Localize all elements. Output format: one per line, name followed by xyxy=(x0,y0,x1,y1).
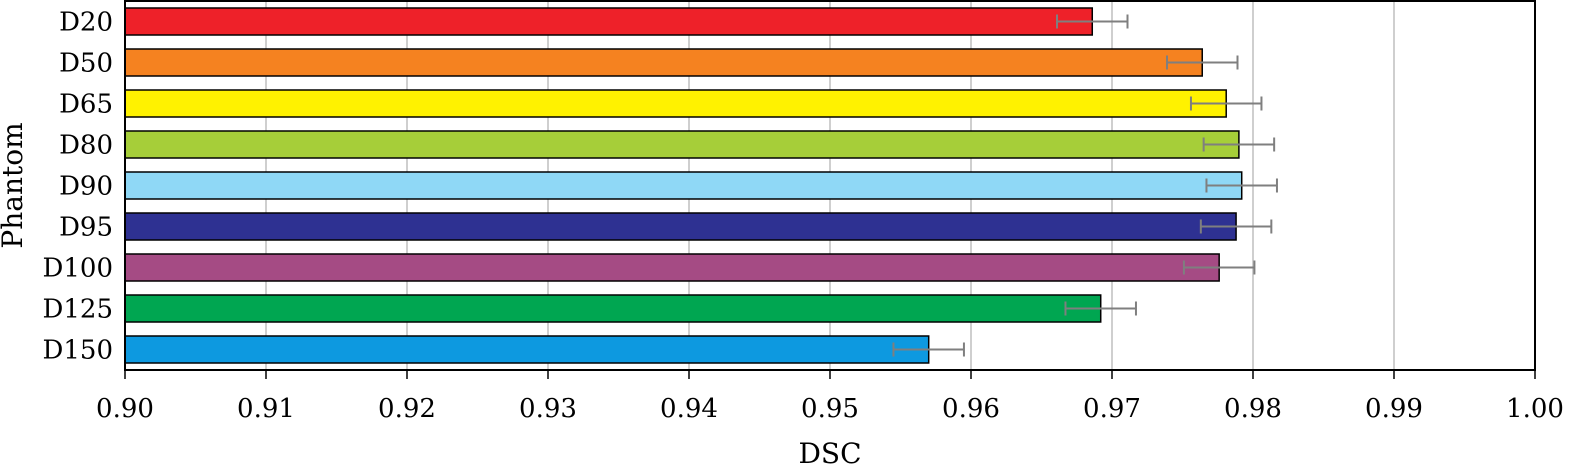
category-label-d95: D95 xyxy=(59,213,113,243)
x-tick-label: 0.92 xyxy=(378,394,436,424)
category-label-d65: D65 xyxy=(59,90,113,120)
x-tick-label: 1.00 xyxy=(1506,394,1564,424)
category-label-d125: D125 xyxy=(43,295,113,325)
x-tick-label: 0.94 xyxy=(660,394,718,424)
category-label-d20: D20 xyxy=(59,8,113,38)
bar-d50 xyxy=(124,48,1203,77)
bar-d90 xyxy=(124,171,1243,200)
x-tick-label: 0.99 xyxy=(1365,394,1423,424)
x-tick-label: 0.93 xyxy=(519,394,577,424)
category-label-d50: D50 xyxy=(59,49,113,79)
x-tick-label: 0.97 xyxy=(1083,394,1141,424)
category-label-d150: D150 xyxy=(43,336,113,366)
bar-d150 xyxy=(124,335,930,364)
error-bar-d95 xyxy=(1199,219,1273,234)
bar-d80 xyxy=(124,130,1240,159)
y-axis-title: Phantom xyxy=(0,122,29,248)
bar-d100 xyxy=(124,253,1220,282)
x-tick-label: 0.96 xyxy=(942,394,1000,424)
category-label-d90: D90 xyxy=(59,172,113,202)
category-label-d100: D100 xyxy=(43,254,113,284)
error-bar-d20 xyxy=(1056,14,1129,29)
x-tick-label: 0.91 xyxy=(237,394,295,424)
error-bar-d150 xyxy=(892,342,965,357)
x-tick-label: 0.95 xyxy=(801,394,859,424)
bars xyxy=(124,7,1243,364)
error-bar-d90 xyxy=(1205,178,1278,193)
x-tick-label: 0.98 xyxy=(1224,394,1282,424)
bar-d65 xyxy=(124,89,1227,118)
bar-d95 xyxy=(124,212,1237,241)
bar-d20 xyxy=(124,7,1094,36)
error-bar-d125 xyxy=(1064,301,1137,316)
error-bars xyxy=(892,14,1278,357)
error-bar-d50 xyxy=(1165,55,1239,70)
x-axis-ticks: 0.90 0.91 0.92 0.93 0.94 0.95 0.96 0.97 0.98 0.99… xyxy=(96,370,1564,424)
bar-d125 xyxy=(124,294,1102,323)
x-tick-label: 0.90 xyxy=(96,394,154,424)
category-label-d80: D80 xyxy=(59,131,113,161)
category-labels: D20 D50 D65 D80 D90 D95 D100 D125 D150 xyxy=(43,8,113,366)
error-bar-d80 xyxy=(1202,137,1276,152)
error-bar-d65 xyxy=(1189,96,1263,111)
error-bar-d100 xyxy=(1182,260,1256,275)
x-axis-title: DSC xyxy=(798,437,861,470)
